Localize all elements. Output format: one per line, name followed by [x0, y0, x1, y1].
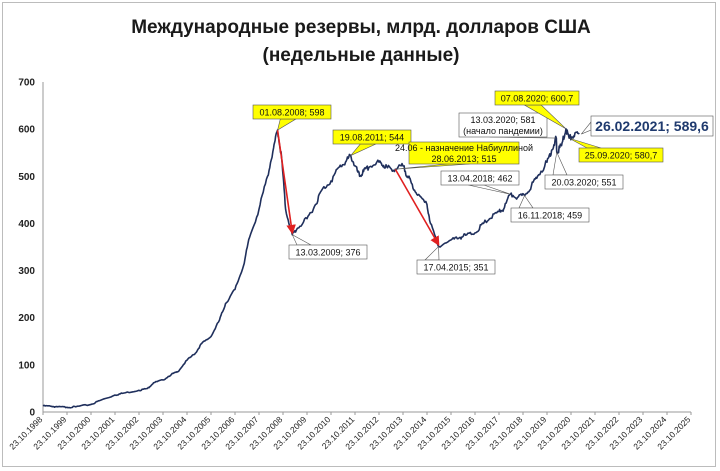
- y-axis-ticks: 0 100 200 300 400 500 600 700: [18, 78, 35, 419]
- annotation-pointer: [277, 118, 297, 131]
- annotation-a-2020-03-13: 13.03.2020; 581(начало пандемии): [458, 112, 557, 139]
- annotation-box: [458, 112, 548, 138]
- chart-frame: Международные резервы, млрд. долларов СШ…: [2, 2, 716, 467]
- annotation-pointer: [291, 234, 312, 246]
- annotation-a-2008-08: 01.08.2008; 598: [252, 104, 332, 131]
- annotation-text: 13.03.2009; 376: [295, 247, 360, 257]
- annotation-pointer: [518, 195, 534, 209]
- y-tick-label: 200: [18, 313, 35, 324]
- annotation-a-2020-09: 25.09.2020; 580,7: [569, 137, 664, 163]
- y-tick-label: 300: [18, 266, 35, 277]
- annotation-text: 16.11.2018; 459: [518, 210, 582, 220]
- y-tick-label: 600: [18, 125, 35, 136]
- annotation-a-2018-04: 13.04.2018; 462: [440, 170, 520, 195]
- annotation-pointer: [350, 143, 377, 156]
- annotations-layer: 01.08.2008; 598 13.03.2009; 376 19.08.2011…: [252, 90, 714, 275]
- annotation-text-line1: 24.06 - назначение Набиуллиной: [395, 143, 533, 153]
- y-tick-label: 0: [29, 408, 35, 419]
- annotation-box: [288, 244, 368, 260]
- y-tick-label: 400: [18, 219, 35, 230]
- annotation-text: 07.08.2020; 600,7: [501, 93, 574, 103]
- annotation-box: [510, 207, 590, 223]
- annotation-box: [408, 141, 520, 165]
- annotation-box: [494, 90, 580, 106]
- annotation-pointer: [552, 151, 568, 176]
- annotation-text: 25.09.2020; 580,7: [585, 150, 658, 160]
- annotation-text-line2: 28.06.2013; 515: [431, 154, 496, 164]
- annotation-pointer: [424, 245, 440, 261]
- chart-axes: [42, 82, 691, 413]
- reserves-series-line: [42, 128, 580, 409]
- y-tick-label: 100: [18, 360, 35, 371]
- arrow-2013-drop: [394, 168, 440, 247]
- annotation-box: [578, 147, 664, 163]
- annotation-a-2021-02: 26.02.2021; 589,6: [581, 115, 714, 137]
- y-tick-label: 500: [18, 172, 35, 183]
- annotation-box: [544, 174, 624, 190]
- y-tick-label: 700: [18, 78, 35, 89]
- annotation-text: 17.04.2015; 351: [423, 262, 488, 272]
- chart-subtitle: (недельные данные): [263, 45, 460, 66]
- annotation-text-line1: 13.03.2020; 581: [470, 115, 535, 125]
- annotation-text: 20.03.2020; 551: [551, 177, 616, 187]
- annotation-a-2018-11: 16.11.2018; 459: [510, 195, 590, 223]
- annotation-box: [416, 259, 496, 275]
- annotation-text: 19.08.2011; 544: [340, 132, 404, 142]
- series-layer: [42, 128, 580, 409]
- annotation-a-2013-06: 24.06 - назначение Набиуллиной28.06.2013…: [395, 141, 533, 170]
- annotation-a-2011-08: 19.08.2011; 544: [332, 129, 412, 156]
- annotation-a-2015-04: 17.04.2015; 351: [416, 245, 496, 275]
- annotation-text: 26.02.2021; 589,6: [595, 118, 709, 134]
- annotation-a-2009-03: 13.03.2009; 376: [288, 234, 368, 260]
- annotation-text: 13.04.2018; 462: [447, 173, 512, 183]
- annotation-pointer: [395, 163, 470, 170]
- reserves-line-chart: Международные резервы, млрд. долларов СШ…: [7, 17, 714, 451]
- annotation-a-2020-03-20: 20.03.2020; 551: [544, 151, 624, 190]
- annotation-a-2020-08: 07.08.2020; 600,7: [494, 90, 580, 130]
- annotation-box: [332, 129, 412, 145]
- annotation-text-line2: (начало пандемии): [463, 126, 543, 136]
- annotation-text: 01.08.2008; 598: [259, 107, 324, 117]
- annotation-box: [440, 170, 520, 186]
- x-axis-ticks: 23.10.199823.10.199923.10.200023.10.2001…: [7, 412, 693, 451]
- annotation-pointer: [468, 184, 511, 195]
- annotation-pointer: [569, 137, 602, 149]
- annotation-pointer: [581, 121, 592, 135]
- annotation-box: [252, 104, 332, 120]
- chart-title: Международные резервы, млрд. долларов СШ…: [131, 17, 591, 38]
- arrow-2008-drop: [276, 129, 296, 235]
- drop-arrows: [276, 129, 440, 247]
- annotation-box: [590, 115, 714, 137]
